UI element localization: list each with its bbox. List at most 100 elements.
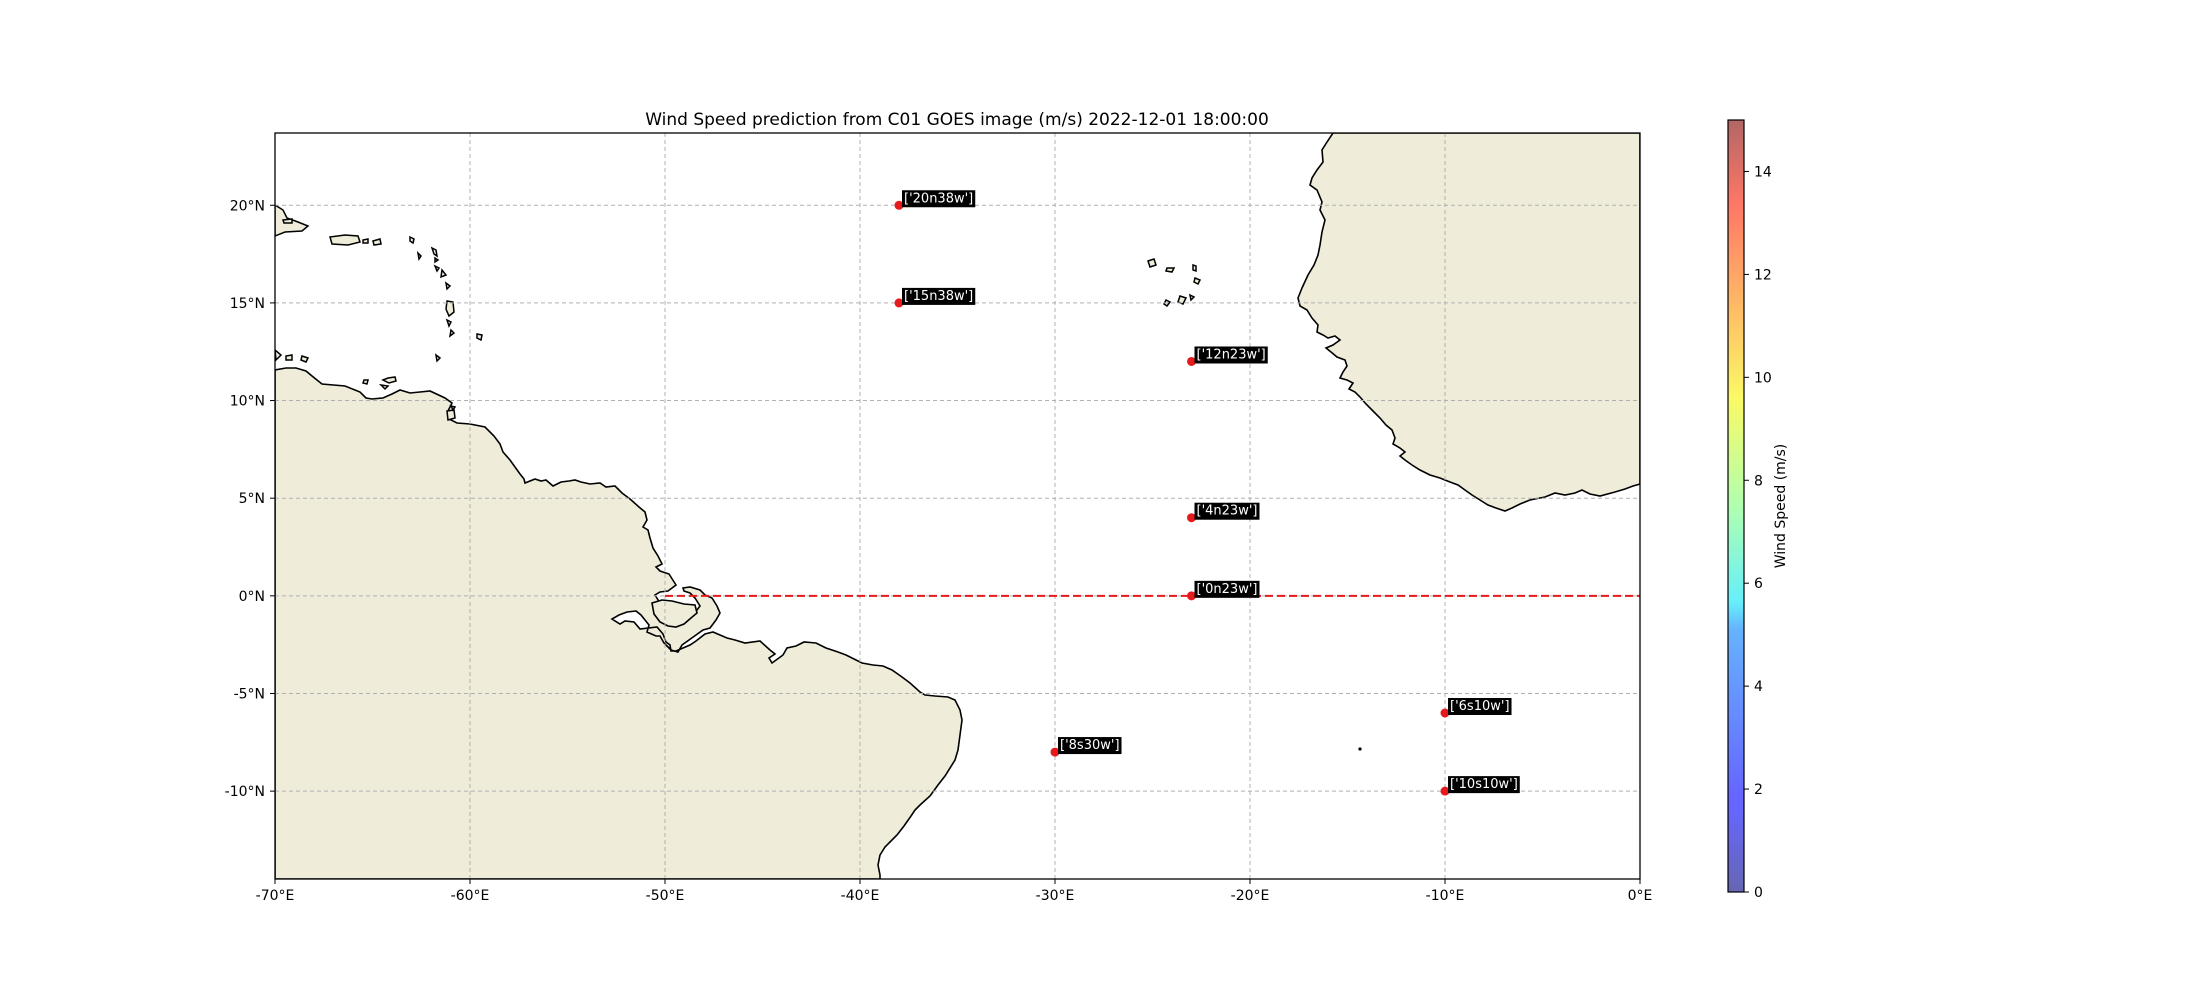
- figure-title: Wind Speed prediction from C01 GOES imag…: [645, 110, 1269, 130]
- x-tick-label: -30°E: [1036, 888, 1075, 904]
- island-small-e: [433, 264, 441, 273]
- station-label: ['12n23w']: [1197, 347, 1266, 362]
- x-tick-label: -70°E: [256, 888, 295, 904]
- y-tick-label: -5°N: [234, 686, 265, 702]
- y-tick-label: -10°N: [225, 784, 265, 800]
- station-marker: [1187, 591, 1196, 601]
- x-tick-label: -40°E: [841, 888, 880, 904]
- y-tick-label: 0°N: [239, 589, 265, 605]
- island-small-f: [444, 281, 452, 291]
- island-small-p: [378, 383, 390, 391]
- x-tick-label: -10°E: [1426, 888, 1465, 904]
- island-small-m: [300, 355, 310, 363]
- x-tick-label: 0°E: [1628, 888, 1653, 904]
- colorbar-tick-label: 4: [1754, 679, 1763, 695]
- x-axis-ticks: -70°E -60°E -50°E -40°E -30°E -20°E -10°E 0°E: [256, 879, 1653, 904]
- station-marker: [1440, 786, 1450, 796]
- x-tick-label: -60°E: [451, 888, 490, 904]
- y-tick-label: 20°N: [230, 198, 265, 214]
- island-small-i: [476, 333, 483, 342]
- station-marker: [1440, 708, 1450, 718]
- island-small-h: [448, 328, 456, 338]
- colorbar-label: Wind Speed (m/s): [1773, 444, 1789, 569]
- island-small-b: [409, 235, 415, 245]
- island-virgin: [362, 238, 369, 244]
- caribbean-islands: [275, 204, 483, 421]
- y-tick-label: 15°N: [230, 296, 265, 312]
- island-barbados: [445, 300, 455, 318]
- island-guadeloupe: [430, 246, 439, 258]
- colorbar-tick-label: 0: [1754, 885, 1763, 901]
- colorbar-ticks: 0 2 4 6 8 10 12 14: [1744, 164, 1772, 901]
- island-small-o: [381, 376, 397, 384]
- island-small-l: [285, 354, 293, 361]
- island-small-j: [434, 353, 442, 363]
- x-tick-label: -50°E: [646, 888, 685, 904]
- station-label-background: [1194, 346, 1268, 364]
- station-label-background: [1194, 502, 1260, 520]
- station-label: ['15n38w']: [904, 289, 973, 304]
- colorbar-tick-label: 2: [1754, 782, 1763, 798]
- station-label-background: [1448, 776, 1520, 794]
- station-marker: [1187, 513, 1196, 523]
- island-small-a: [372, 238, 382, 246]
- station-label-background: [1448, 698, 1512, 716]
- island-small-n: [362, 379, 369, 385]
- marajo-island: [651, 599, 698, 628]
- station-label: ['0n23w']: [1197, 582, 1258, 597]
- island-cv-f: [1177, 295, 1188, 305]
- colorbar: 0 2 4 6 8 10 12 14 Wind Speed (m/s): [1727, 119, 1789, 901]
- station-marker: [1050, 747, 1060, 757]
- island-small-q: [449, 404, 457, 412]
- y-axis-ticks: 20°N 15°N 10°N 5°N 0°N -5°N -10°N: [225, 198, 275, 800]
- map-canvas: ['20n38w'] ['15n38w'] ['12n23w'] ['4n23w'] […: [275, 133, 1640, 879]
- stations-layer: ['20n38w'] ['15n38w'] ['12n23w'] ['4n23w'] […: [894, 190, 1520, 796]
- colorbar-tick-label: 6: [1754, 576, 1763, 592]
- station-marker: [894, 298, 904, 308]
- station-label: ['8s30w']: [1060, 738, 1120, 753]
- station-marker: [1187, 356, 1196, 366]
- station-label: ['10s10w']: [1450, 777, 1518, 792]
- station-label: ['6s10w']: [1450, 699, 1510, 714]
- colorbar-tick-label: 12: [1754, 267, 1772, 283]
- x-tick-label: -20°E: [1231, 888, 1270, 904]
- africa-landmass: [1297, 133, 1640, 512]
- island-small-c: [416, 250, 422, 261]
- station-marker: [894, 200, 904, 210]
- cape-verde-islands: [1147, 258, 1202, 308]
- colorbar-gradient: [1727, 119, 1745, 893]
- island-small-g: [445, 318, 453, 328]
- island-hispaniola-2: [281, 218, 293, 224]
- map-panel: ['20n38w'] ['15n38w'] ['12n23w'] ['4n23w'] […: [225, 132, 1653, 904]
- map-frame: [274, 132, 1641, 880]
- island-martinique: [440, 268, 448, 279]
- island-cv-c: [1192, 263, 1197, 273]
- station-label: ['20n38w']: [904, 191, 973, 206]
- station-0n23w: ['0n23w']: [1187, 580, 1260, 601]
- island-trinidad: [446, 409, 456, 421]
- station-12n23w: ['12n23w']: [1187, 346, 1268, 366]
- y-tick-label: 10°N: [230, 394, 265, 410]
- station-15n38w: ['15n38w']: [894, 287, 976, 308]
- south-america-landmass: [275, 367, 963, 879]
- colorbar-tick-label: 10: [1754, 370, 1772, 386]
- island-cv-d: [1193, 276, 1202, 286]
- colorbar-tick-label: 14: [1754, 164, 1772, 180]
- ascension-island: [1358, 747, 1362, 751]
- colorbar-tick-label: 8: [1754, 473, 1763, 489]
- station-label-background: [1058, 737, 1122, 755]
- station-label: ['4n23w']: [1197, 504, 1258, 519]
- station-label-background: [1194, 580, 1260, 598]
- island-cv-g: [1188, 293, 1196, 302]
- island-puerto-rico: [329, 234, 361, 246]
- island-small-k: [275, 349, 283, 362]
- station-8s30w: ['8s30w']: [1050, 737, 1122, 757]
- y-tick-label: 5°N: [239, 491, 265, 507]
- island-cv-a: [1147, 258, 1157, 268]
- station-label-background: [902, 190, 976, 208]
- station-4n23w: ['4n23w']: [1187, 502, 1260, 523]
- island-cv-b: [1165, 267, 1176, 273]
- island-small-d: [434, 256, 440, 264]
- station-10s10w: ['10s10w']: [1440, 776, 1520, 796]
